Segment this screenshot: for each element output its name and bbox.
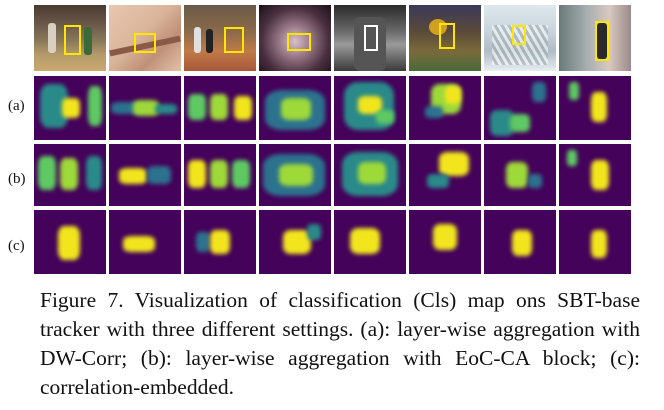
heatmap-b-1	[34, 144, 106, 206]
heatmap-a-6	[409, 76, 481, 140]
frame-snow	[484, 5, 556, 71]
heatmap-b-5	[334, 144, 406, 206]
heatmap-b-2	[109, 144, 181, 206]
heatmap-c-6	[409, 210, 481, 274]
frame-football	[409, 5, 481, 71]
frame-skin	[109, 5, 181, 71]
heatmap-b-4	[259, 144, 331, 206]
figure-grid: (a) (b) (c)	[8, 5, 631, 274]
heatmap-c-7	[484, 210, 556, 274]
heatmap-c-1	[34, 210, 106, 274]
figure-label: Figure 7.	[40, 288, 124, 312]
figure-caption: Figure 7. Visualization of classificatio…	[40, 286, 640, 402]
heatmap-b-7	[484, 144, 556, 206]
row-label-a: (a)	[8, 98, 25, 114]
heatmap-c-4	[259, 210, 331, 274]
frame-grayscale	[334, 5, 406, 71]
heatmap-a-7	[484, 76, 556, 140]
heatmap-a-3	[184, 76, 256, 140]
heatmap-b-8	[559, 144, 631, 206]
frame-basketball	[34, 5, 106, 71]
heatmap-b-6	[409, 144, 481, 206]
heatmap-b-3	[184, 144, 256, 206]
row-label-b: (b)	[8, 171, 26, 187]
heatmap-a-4	[259, 76, 331, 140]
heatmap-c-5	[334, 210, 406, 274]
heatmap-c-3	[184, 210, 256, 274]
frame-corridor	[559, 5, 631, 71]
heatmap-a-5	[334, 76, 406, 140]
frame-night-street	[259, 5, 331, 71]
caption-text: Visualization of classification (Cls) ma…	[40, 288, 640, 399]
heatmap-c-8	[559, 210, 631, 274]
row-label-c: (c)	[8, 238, 25, 254]
heatmap-c-2	[109, 210, 181, 274]
frame-track-race	[184, 5, 256, 71]
heatmap-a-8	[559, 76, 631, 140]
heatmap-a-1	[34, 76, 106, 140]
heatmap-a-2	[109, 76, 181, 140]
